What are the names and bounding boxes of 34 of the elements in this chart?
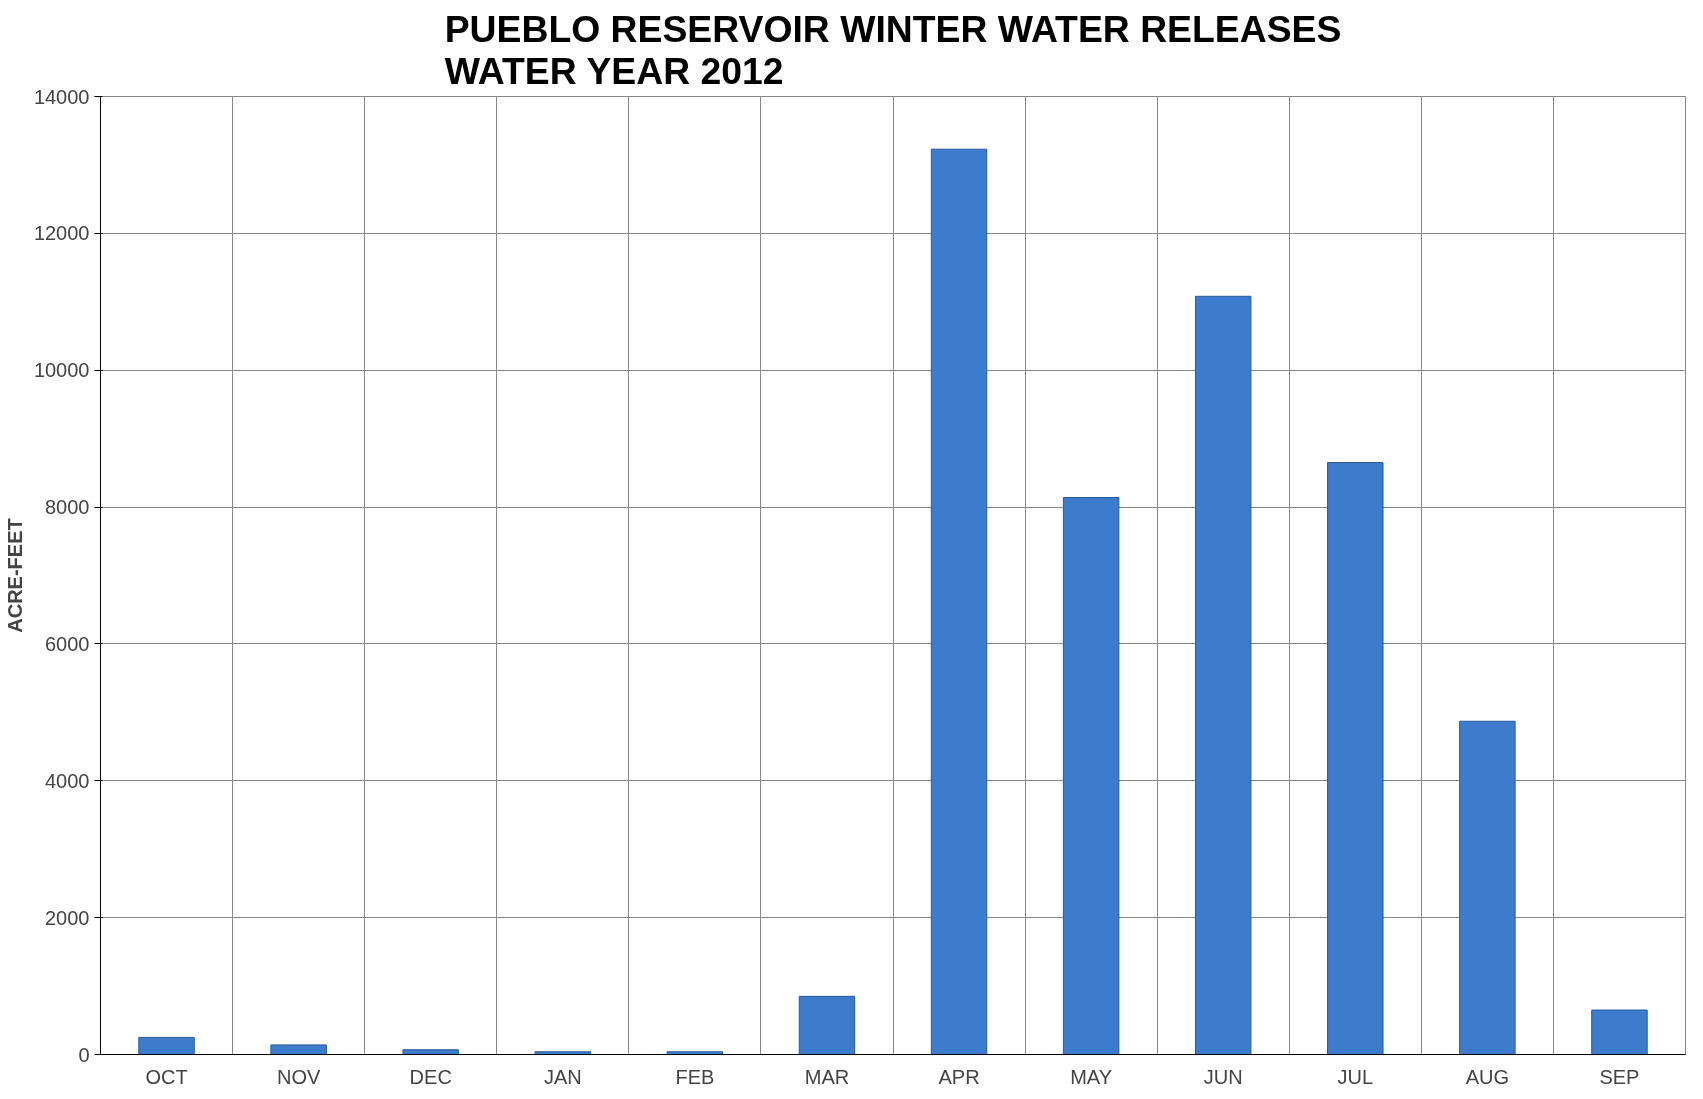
- x-tick-label: SEP: [1599, 1065, 1640, 1088]
- y-tick-label: 8000: [45, 496, 90, 519]
- y-tick-label: 12000: [33, 222, 90, 245]
- x-tick-label: DEC: [409, 1065, 452, 1088]
- y-tick-label: 6000: [45, 632, 90, 655]
- x-tick-label: MAY: [1070, 1065, 1113, 1088]
- bar: [1194, 295, 1252, 1055]
- bar: [138, 1036, 195, 1055]
- x-tick-label: APR: [938, 1065, 980, 1088]
- bar: [798, 995, 856, 1055]
- y-tick-label: 2000: [45, 906, 90, 929]
- bar: [402, 1049, 459, 1055]
- x-tick-label: FEB: [675, 1065, 715, 1088]
- bar: [270, 1044, 327, 1055]
- bar: [666, 1051, 724, 1055]
- x-tick-label: JAN: [543, 1065, 582, 1088]
- chart-title: PUEBLO RESERVOIR WINTER WATER RELEASES WATER YEAR 2012: [444, 7, 1342, 92]
- x-tick-label: OCT: [145, 1065, 188, 1088]
- bar: [1327, 462, 1384, 1055]
- x-tick-label: JUN: [1203, 1065, 1243, 1088]
- bar: [1062, 496, 1120, 1055]
- y-tick-label: 10000: [33, 359, 90, 382]
- x-tick-label: NOV: [276, 1065, 321, 1088]
- bar: [1459, 720, 1516, 1055]
- y-axis-title: ACRE-FEET: [3, 518, 26, 633]
- y-tick-label: 14000: [33, 85, 90, 108]
- bar: [930, 148, 988, 1055]
- y-tick-label: 0: [78, 1043, 90, 1066]
- bar: [534, 1051, 592, 1055]
- y-tick-label: 4000: [45, 769, 90, 792]
- x-tick-label: JUL: [1337, 1065, 1374, 1088]
- x-tick-label: MAR: [804, 1065, 850, 1088]
- x-tick-label: AUG: [1465, 1065, 1510, 1088]
- bar: [1591, 1009, 1648, 1055]
